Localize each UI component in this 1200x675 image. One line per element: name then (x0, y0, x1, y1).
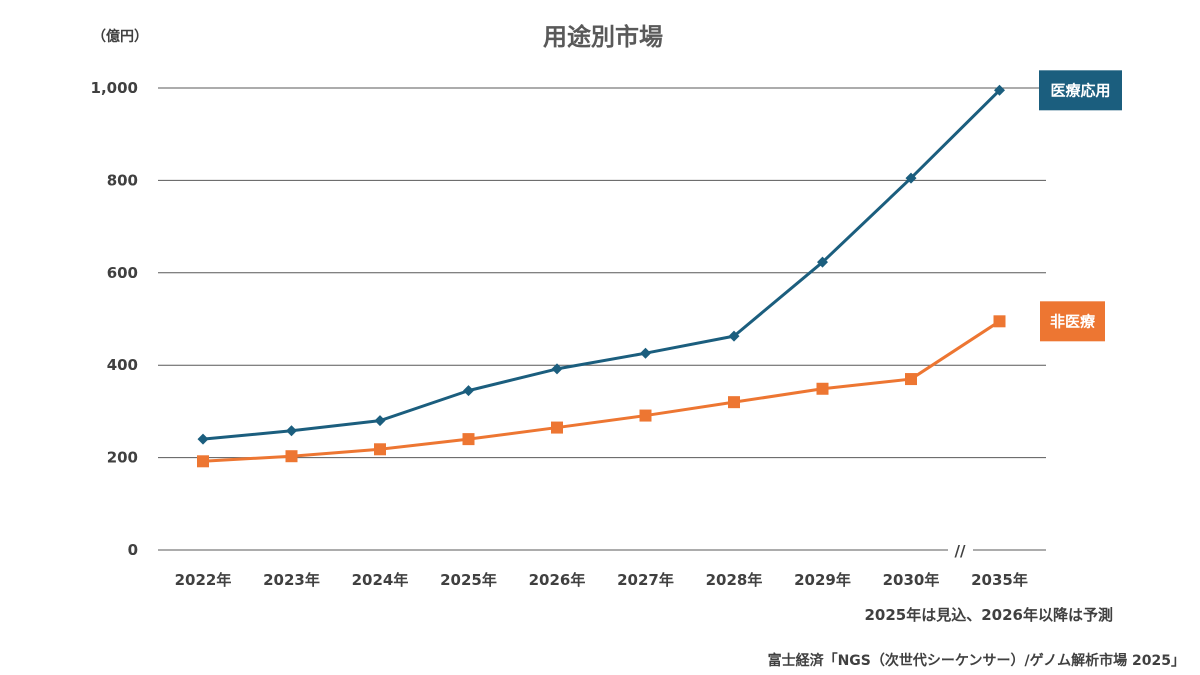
x-tick-label: 2023年 (263, 571, 320, 589)
y-tick-label: 400 (107, 356, 138, 374)
series-label-box (1040, 301, 1105, 342)
series-label-0: 医療応用 (1039, 70, 1122, 111)
data-point (993, 315, 1006, 328)
data-point (905, 172, 917, 184)
y-axis-ticks: 0 200 400 600 800 1,000 (91, 79, 138, 559)
data-point (285, 450, 298, 463)
data-point (374, 415, 386, 427)
series-line (202, 320, 1001, 463)
series-label-box (1039, 70, 1122, 111)
data-point (816, 382, 829, 395)
data-point (905, 373, 917, 386)
y-tick-label: 200 (107, 449, 138, 467)
data-point (374, 443, 386, 456)
x-tick-label: 2030年 (883, 571, 940, 589)
x-tick-label: 2022年 (175, 571, 232, 589)
source-citation: 富士経済「NGS（次世代シーケンサー）/ゲノム解析市場 2025」 (768, 652, 1185, 669)
series-label-text: 非医療 (1050, 312, 1096, 330)
data-point (817, 256, 828, 268)
x-axis-ticks: 2022年 2023年 2024年 2025年 2026年 2027年 2028年 2029年… (175, 571, 1028, 589)
chart-title: 用途別市場 (543, 23, 663, 51)
data-point (462, 433, 475, 446)
series-label-text: 医療応用 (1050, 81, 1110, 99)
data-point (728, 330, 740, 342)
data-point (640, 347, 651, 359)
y-tick-label: 0 (128, 541, 138, 559)
axis-break-mark: // (955, 542, 966, 560)
y-tick-label: 1,000 (91, 79, 138, 97)
x-tick-label: 2035年 (971, 571, 1028, 589)
y-tick-label: 800 (107, 171, 138, 189)
x-tick-label: 2026年 (529, 571, 586, 589)
series-lines (197, 84, 1006, 468)
data-point (994, 84, 1005, 96)
series-label-1: 非医療 (1040, 301, 1105, 342)
series-1 (197, 315, 1006, 468)
x-tick-label: 2024年 (352, 571, 409, 589)
forecast-note: 2025年は見込、2026年以降は予測 (865, 606, 1114, 624)
data-point (197, 433, 209, 445)
data-point (197, 455, 209, 468)
x-tick-label: 2025年 (440, 571, 497, 589)
series-line (202, 89, 1001, 441)
data-point (551, 363, 563, 375)
x-tick-label: 2027年 (617, 571, 674, 589)
y-tick-label: 600 (107, 264, 138, 282)
data-point (639, 409, 652, 422)
y-axis-unit: （億円） (92, 28, 148, 45)
series-0 (197, 84, 1005, 445)
x-tick-label: 2029年 (794, 571, 851, 589)
data-point (286, 425, 297, 437)
gridlines (158, 87, 1046, 551)
data-point (551, 421, 563, 434)
data-point (728, 396, 740, 409)
data-point (463, 385, 474, 397)
x-tick-label: 2028年 (706, 571, 763, 589)
